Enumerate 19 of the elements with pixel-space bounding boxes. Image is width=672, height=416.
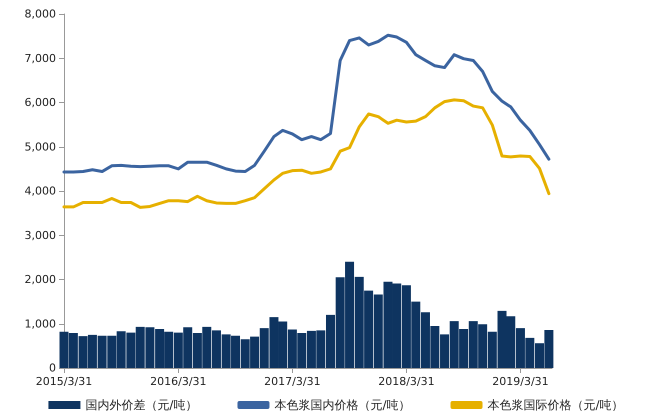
y-tick-label: 4,000 (24, 184, 56, 198)
x-tick-label: 2016/3/31 (150, 375, 207, 388)
x-tick-label: 2019/3/31 (492, 375, 549, 388)
x-tick-label: 2015/3/31 (36, 375, 92, 388)
line-series (62, 98, 550, 209)
y-tick-label: 5,000 (24, 140, 56, 154)
legend-label: 本色浆国际价格（元/吨） (488, 398, 624, 412)
y-tick-label: 2,000 (24, 273, 56, 286)
legend-label: 国内外价差（元/吨） (85, 398, 198, 412)
y-tick-label: 1,000 (24, 317, 56, 330)
y-tick-label: 0 (49, 362, 56, 374)
line-series (62, 34, 550, 174)
y-tick-label: 3,000 (24, 228, 56, 242)
x-tick-label: 2017/3/31 (264, 375, 321, 388)
y-tick-label: 6,000 (24, 96, 56, 109)
legend-label: 本色浆国内价格（元/吨） (274, 398, 411, 412)
x-tick-label: 2018/3/31 (378, 375, 435, 388)
y-tick-label: 8,000 (24, 8, 56, 20)
y-tick-label: 7,000 (24, 52, 56, 65)
